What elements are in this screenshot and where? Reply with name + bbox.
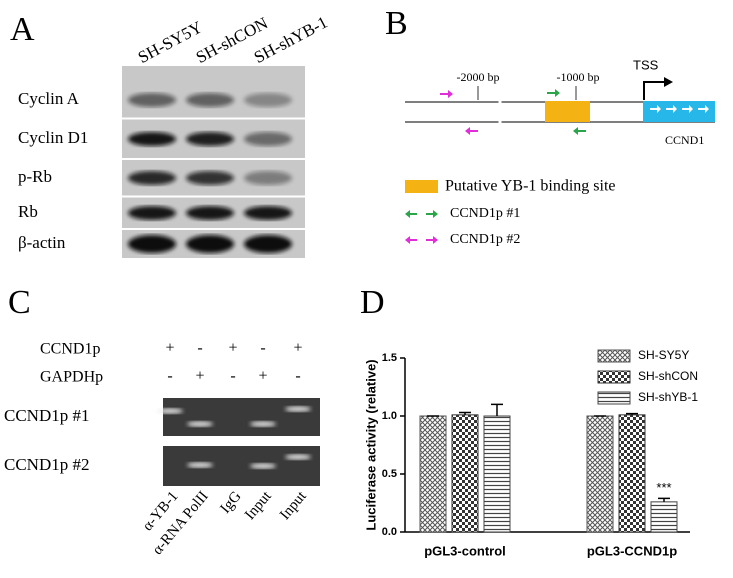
- sign: +: [195, 368, 204, 385]
- x-tick-label: pGL3-control: [424, 543, 506, 558]
- sign: +: [293, 340, 302, 357]
- row-label: Rb: [18, 202, 38, 221]
- legend-swatch: [597, 349, 631, 363]
- blot-band: [244, 171, 292, 185]
- blot-band: [244, 206, 292, 220]
- blot-band: [128, 171, 176, 185]
- sign: +: [165, 340, 174, 357]
- gel-band: [187, 462, 213, 468]
- panel-letter: A: [10, 11, 35, 48]
- gel-band: [285, 454, 311, 460]
- column-label: SH-SY5Y: [135, 17, 206, 67]
- bar: [451, 414, 479, 533]
- bar: [650, 501, 678, 533]
- row-label: p-Rb: [18, 167, 52, 186]
- x-tick-label: pGL3-CCND1p: [587, 543, 677, 558]
- blot-band: [128, 93, 176, 107]
- legend-label: CCND1p #2: [450, 232, 520, 247]
- error-bar: [658, 497, 670, 502]
- annotation: ***: [656, 480, 671, 495]
- y-tick-label: 0.5: [382, 468, 397, 480]
- bar: [419, 415, 447, 533]
- bar: [483, 415, 511, 533]
- blot-band: [244, 93, 292, 107]
- sign: -: [295, 368, 300, 385]
- y-tick-label: 1.0: [382, 410, 397, 422]
- y-tick-label: 0.0: [382, 526, 397, 538]
- sign: +: [228, 340, 237, 357]
- gel-label: CCND1p #2: [4, 455, 89, 474]
- lane-label: IgG: [217, 488, 244, 516]
- blot-band: [186, 206, 234, 220]
- blot-band: [128, 206, 176, 220]
- gel-band: [285, 406, 311, 412]
- legend-swatch: [597, 370, 631, 384]
- lane-label: Input: [242, 488, 275, 523]
- gel-band: [157, 408, 183, 414]
- gel-band: [250, 463, 276, 469]
- legend-label: SH-shYB-1: [638, 390, 698, 404]
- y-axis-label: Luciferase activity (relative): [363, 359, 378, 530]
- y-tick-label: 1.5: [382, 352, 397, 364]
- gel-label: CCND1p #1: [4, 406, 89, 425]
- row-label: Cyclin D1: [18, 128, 88, 147]
- legend-label: CCND1p #1: [450, 206, 520, 221]
- blot-band: [128, 235, 176, 253]
- gel-band: [187, 421, 213, 427]
- sign: -: [260, 340, 265, 357]
- panel-letter: B: [385, 5, 408, 42]
- blot-band: [186, 171, 234, 185]
- sign: -: [197, 340, 202, 357]
- row-label: Cyclin A: [18, 89, 80, 108]
- blot-band: [186, 132, 234, 146]
- panel-letter: D: [360, 284, 385, 321]
- tss-label: TSS: [633, 57, 659, 72]
- sign: +: [258, 368, 267, 385]
- sign: -: [167, 368, 172, 385]
- legend-label: SH-SY5Y: [638, 348, 689, 362]
- gene-label: CCND1: [665, 133, 704, 147]
- blot-band: [186, 235, 234, 253]
- legend-label: Putative YB-1 binding site: [445, 178, 616, 195]
- marker-label: -1000 bp: [557, 70, 600, 84]
- condition-label: GAPDHp: [40, 369, 103, 386]
- gel-band: [250, 421, 276, 427]
- error-bar: [626, 412, 638, 415]
- error-bar: [459, 411, 471, 415]
- gel: [163, 398, 320, 436]
- condition-label: CCND1p: [40, 341, 100, 358]
- lane-label: Input: [277, 488, 310, 523]
- gel: [163, 446, 320, 486]
- marker-label: -2000 bp: [457, 70, 500, 84]
- bar: [586, 415, 614, 533]
- promoter-diagram: [405, 77, 715, 244]
- sign: -: [230, 368, 235, 385]
- blot-band: [244, 235, 292, 253]
- legend-swatch: [597, 391, 631, 405]
- panel-letters: A B C D: [8, 5, 408, 321]
- error-bar: [491, 403, 503, 416]
- panel-letter: C: [8, 284, 31, 321]
- blot-band: [244, 132, 292, 146]
- blot-band: [128, 132, 176, 146]
- bar: [618, 414, 646, 533]
- blot-band: [186, 93, 234, 107]
- legend-label: SH-shCON: [638, 369, 698, 383]
- row-label: β-actin: [18, 233, 66, 252]
